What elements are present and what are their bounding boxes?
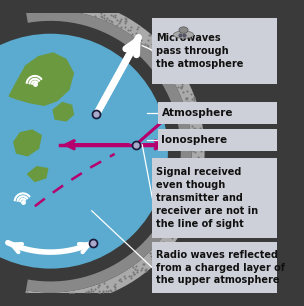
Polygon shape [14,130,41,156]
Text: Microwaves
pass through
the atmosphere: Microwaves pass through the atmosphere [156,33,244,69]
FancyBboxPatch shape [152,18,277,84]
Ellipse shape [179,27,188,33]
Ellipse shape [173,31,194,38]
Circle shape [0,34,168,269]
Text: Ionosphere: Ionosphere [161,135,228,145]
Text: Signal received
even though
transmitter and
receiver are not in
the line of sigh: Signal received even though transmitter … [156,167,258,229]
Polygon shape [9,53,73,105]
Text: Radio waves reflected
from a charged layer of
the upper atmosphere: Radio waves reflected from a charged lay… [156,250,285,285]
FancyBboxPatch shape [158,102,277,124]
Polygon shape [28,167,48,181]
FancyBboxPatch shape [152,158,277,238]
Wedge shape [26,10,192,293]
Polygon shape [53,103,73,121]
Wedge shape [24,0,205,305]
Text: Atmosphere: Atmosphere [161,108,233,118]
FancyBboxPatch shape [152,242,277,293]
FancyBboxPatch shape [158,129,277,151]
